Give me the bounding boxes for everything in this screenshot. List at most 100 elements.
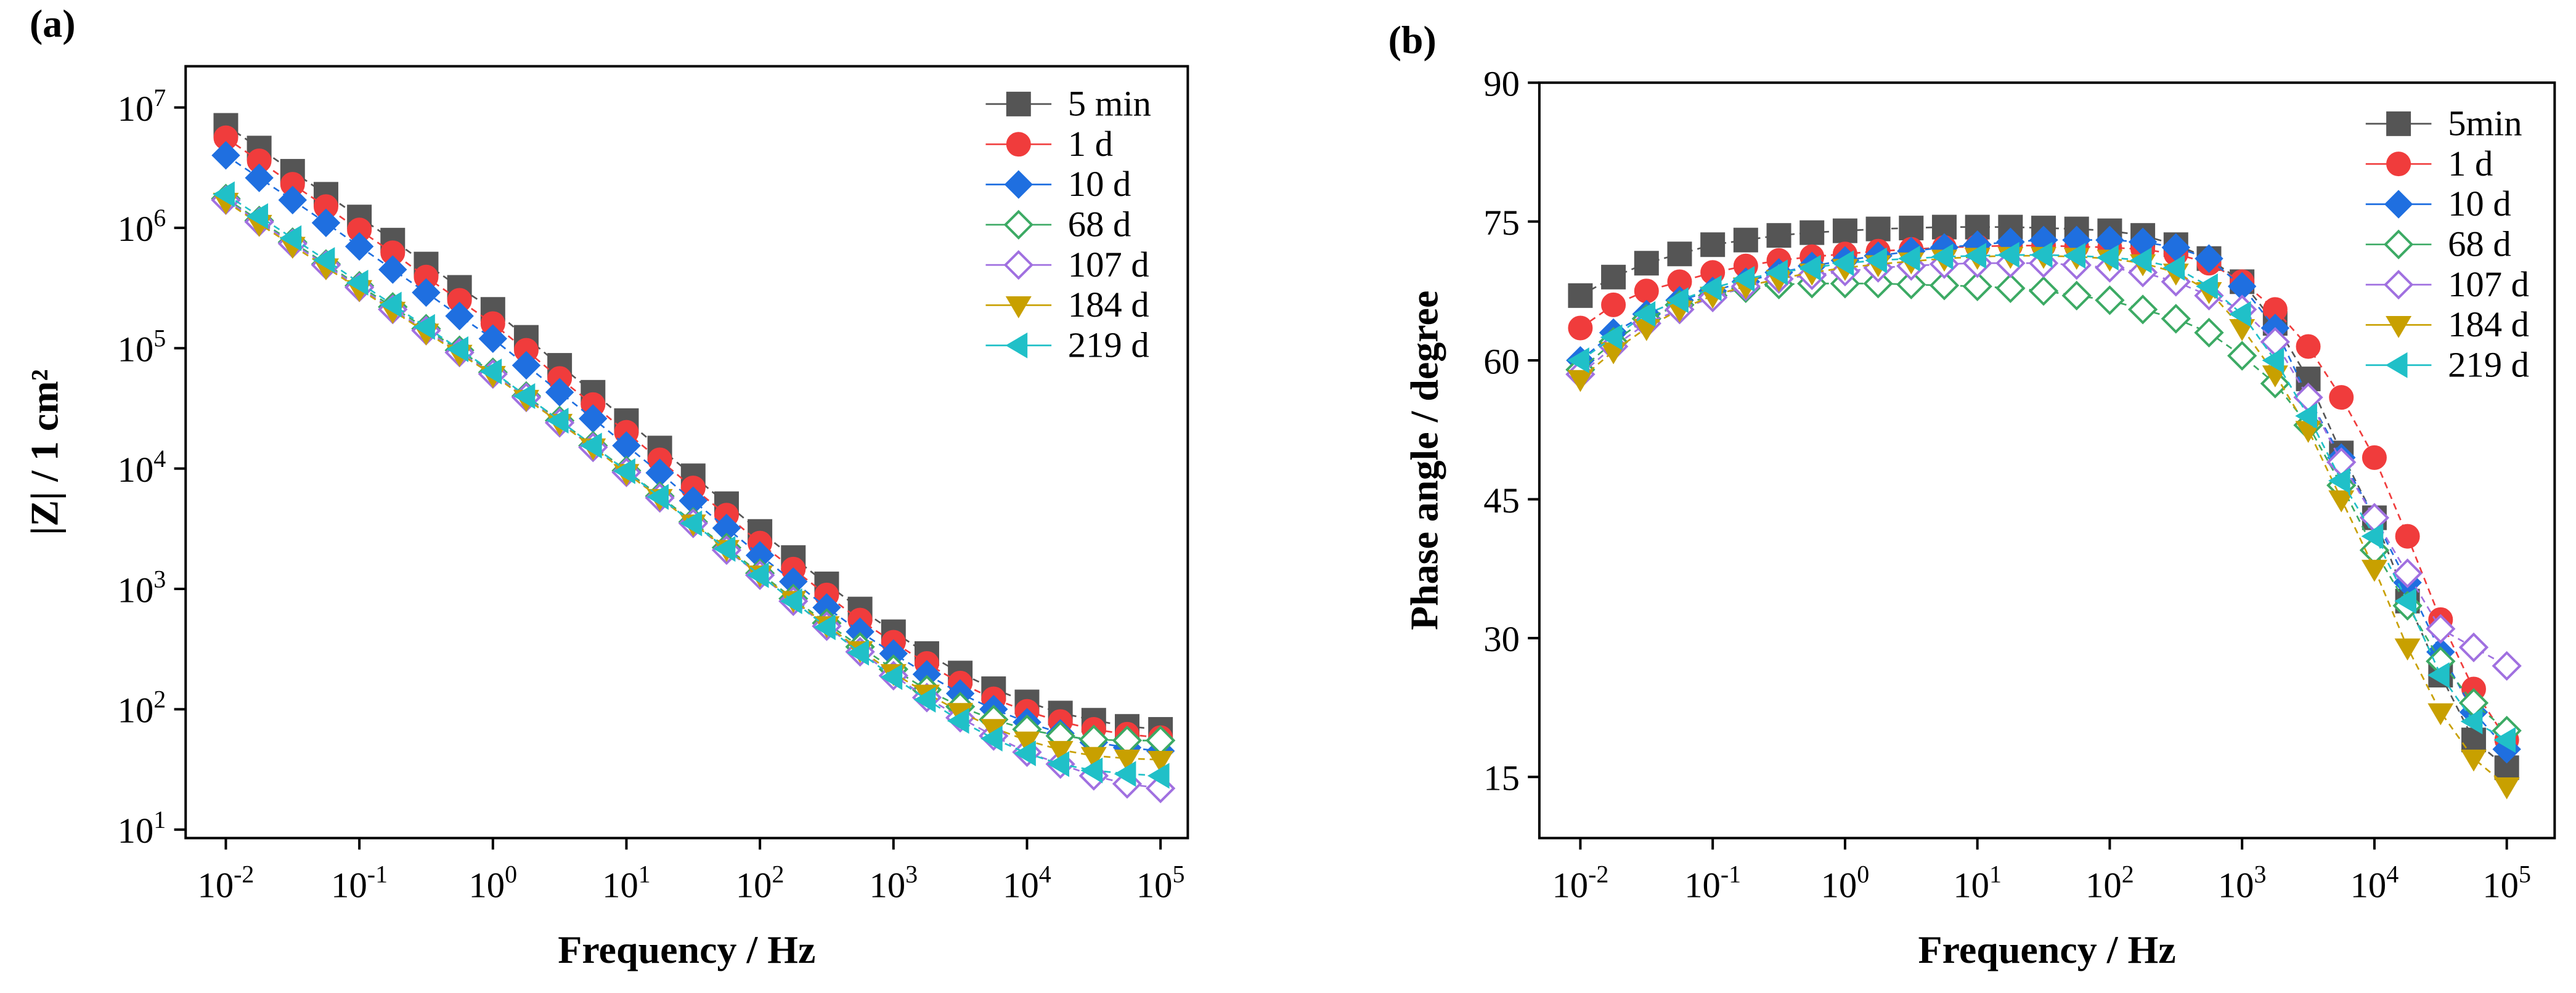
y-tick-label: 106 xyxy=(118,204,166,249)
marker xyxy=(1567,370,1594,392)
marker xyxy=(2394,638,2421,661)
marker xyxy=(2395,524,2420,549)
marker xyxy=(2262,347,2285,374)
marker xyxy=(211,140,240,170)
y-axis-label: |Z| / 1 cm² xyxy=(22,369,66,535)
marker xyxy=(2329,385,2354,410)
marker xyxy=(2161,304,2191,334)
marker xyxy=(2295,403,2317,429)
marker xyxy=(1568,315,1593,341)
legend-label: 10 d xyxy=(1068,164,1131,204)
marker xyxy=(346,269,369,296)
panel-label: (a) xyxy=(30,2,76,46)
marker xyxy=(2460,749,2487,772)
marker xyxy=(1633,301,1656,327)
marker xyxy=(1964,243,1987,269)
marker xyxy=(2493,727,2516,753)
marker xyxy=(680,510,703,537)
y-tick-label: 75 xyxy=(1483,203,1520,243)
legend-label: 10 d xyxy=(2448,184,2511,224)
marker xyxy=(1147,763,1170,789)
marker xyxy=(1865,216,1891,241)
marker xyxy=(1014,740,1036,766)
marker xyxy=(2061,280,2092,311)
marker xyxy=(2227,341,2257,371)
panel-label: (b) xyxy=(1388,18,1437,62)
y-tick-label: 45 xyxy=(1483,480,1520,521)
y-tick-label: 103 xyxy=(118,565,166,610)
series-line xyxy=(1579,245,2508,740)
marker xyxy=(1147,751,1174,773)
marker xyxy=(1699,275,1722,301)
marker xyxy=(780,588,802,614)
marker xyxy=(1896,269,1926,299)
marker xyxy=(1798,254,1821,281)
marker xyxy=(2492,651,2522,681)
marker xyxy=(1666,287,1689,314)
marker xyxy=(479,359,502,385)
x-tick-label: 10-1 xyxy=(1684,860,1741,905)
marker xyxy=(1634,251,1659,276)
marker xyxy=(2394,588,2416,614)
marker xyxy=(2097,245,2119,271)
y-tick-label: 105 xyxy=(118,325,166,370)
marker xyxy=(2296,334,2321,359)
marker xyxy=(1997,241,2020,268)
marker xyxy=(1995,273,2026,303)
marker xyxy=(546,407,569,434)
plot-frame xyxy=(1538,81,2556,840)
marker xyxy=(2228,301,2251,327)
legend-label: 68 d xyxy=(2448,224,2511,264)
marker xyxy=(1832,218,1857,243)
marker xyxy=(2361,523,2384,549)
x-tick-label: 10-2 xyxy=(1552,860,1608,905)
marker xyxy=(2386,152,2411,177)
marker xyxy=(2030,241,2053,268)
marker xyxy=(2196,273,2218,299)
marker xyxy=(847,639,870,666)
marker xyxy=(445,301,474,331)
plot-panel: (b) 10-2 10-1 100 101 102 103 104 105 15 30 45 60 75 9… xyxy=(1388,18,2556,971)
marker xyxy=(1732,265,1755,292)
marker xyxy=(1014,731,1040,754)
x-tick-label: 101 xyxy=(1953,860,2002,905)
marker xyxy=(2386,111,2411,136)
y-tick-label: 102 xyxy=(118,686,166,731)
marker xyxy=(646,484,669,510)
marker xyxy=(2384,190,2413,219)
y-tick-label: 60 xyxy=(1483,341,1520,381)
marker xyxy=(245,163,274,192)
marker xyxy=(1047,740,1074,763)
marker xyxy=(1006,132,1031,157)
marker xyxy=(1600,324,1623,351)
marker xyxy=(813,614,836,641)
marker xyxy=(213,181,235,208)
series-line xyxy=(1579,239,2508,750)
marker xyxy=(2028,276,2059,306)
marker xyxy=(1667,241,1692,267)
marker xyxy=(246,203,269,229)
marker xyxy=(2386,316,2412,338)
marker xyxy=(1865,247,1887,274)
legend-label: 184 d xyxy=(2448,304,2529,344)
series-line xyxy=(225,193,1161,777)
marker xyxy=(1601,292,1626,317)
plot-panel: (a) 10-2 10-1 100 101 102 103 104 105 101 102 103 10… xyxy=(22,2,1189,971)
marker xyxy=(2162,254,2185,281)
marker xyxy=(2383,269,2414,300)
marker xyxy=(1962,271,1992,301)
x-tick-label: 105 xyxy=(2482,860,2531,905)
x-tick-label: 102 xyxy=(2085,860,2134,905)
marker xyxy=(2194,317,2224,348)
x-tick-label: 104 xyxy=(2350,860,2399,905)
x-tick-label: 100 xyxy=(468,860,517,905)
y-tick-label: 15 xyxy=(1483,758,1520,798)
marker xyxy=(344,232,374,261)
marker xyxy=(1863,269,1893,299)
marker xyxy=(947,708,969,734)
legend-label: 219 d xyxy=(1068,325,1149,365)
marker xyxy=(413,314,435,340)
marker xyxy=(446,336,469,362)
marker xyxy=(1005,332,1028,359)
marker xyxy=(2127,294,2158,325)
